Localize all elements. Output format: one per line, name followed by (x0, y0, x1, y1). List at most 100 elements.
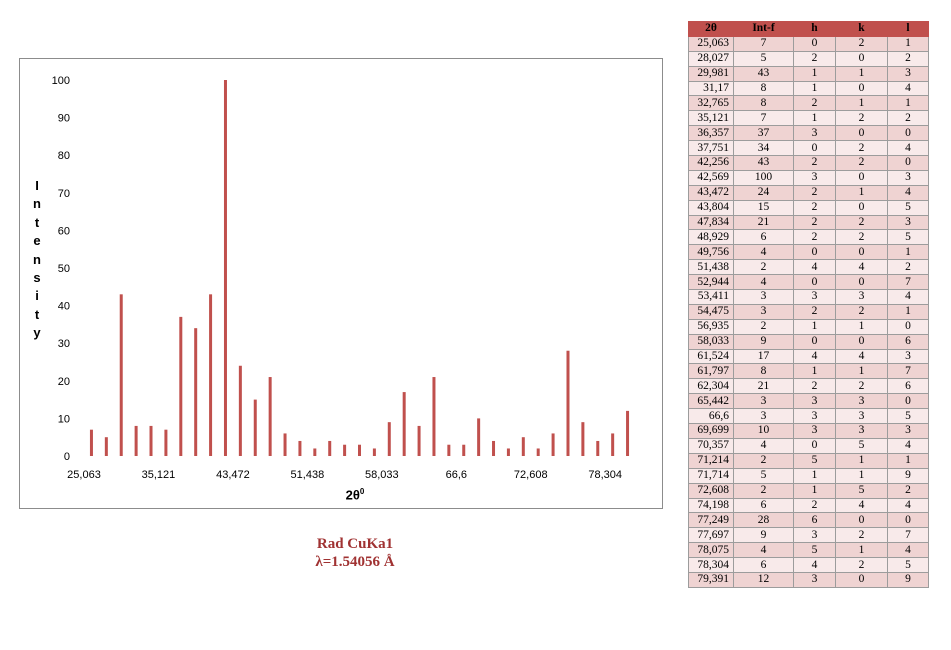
cell-k: 0 (835, 571, 888, 588)
cell-k: 0 (835, 199, 888, 216)
bar-65,442 (447, 444, 451, 456)
table-row: 28,027 5 2 0 2 (688, 50, 929, 67)
bar-78,075 (596, 440, 600, 456)
cell-2theta: 62,304 (688, 378, 734, 395)
cell-k: 2 (835, 527, 888, 544)
cell-h: 3 (793, 169, 836, 186)
cell-2theta: 43,804 (688, 199, 734, 216)
cell-2theta: 54,475 (688, 303, 734, 320)
y-axis-label-letter: t (34, 214, 40, 230)
x-tick-label: 35,121 (142, 469, 176, 481)
header-k: k (835, 21, 888, 37)
cell-l: 0 (887, 318, 929, 335)
cell-2theta: 78,075 (688, 542, 734, 559)
cell-intensity: 6 (733, 497, 794, 514)
cell-intensity: 15 (733, 199, 794, 216)
y-axis-label-letter: I (35, 178, 39, 193)
cell-h: 1 (793, 467, 836, 484)
cell-k: 0 (835, 125, 888, 142)
bar-51,438 (313, 448, 317, 456)
bar-36,357 (179, 316, 183, 456)
x-tick-label: 78,304 (588, 469, 622, 481)
cell-h: 2 (793, 95, 836, 112)
cell-l: 0 (887, 393, 929, 410)
cell-l: 0 (887, 155, 929, 171)
cell-l: 0 (887, 512, 929, 529)
cell-h: 3 (793, 393, 836, 410)
cell-h: 3 (793, 125, 836, 142)
bar-54,475 (358, 444, 361, 456)
cell-k: 0 (835, 244, 888, 261)
cell-h: 1 (793, 363, 836, 380)
cell-l: 7 (887, 274, 929, 291)
y-axis-label-letter: n (33, 196, 41, 212)
cell-2theta: 71,714 (688, 467, 734, 484)
bar-31,17 (134, 425, 138, 456)
cell-2theta: 43,472 (688, 184, 734, 201)
cell-k: 2 (835, 557, 888, 573)
table-row: 51,438 2 4 4 2 (688, 259, 929, 276)
bar-66,6 (462, 444, 466, 456)
cell-k: 2 (835, 140, 888, 157)
table-row: 61,524 17 4 4 3 (688, 348, 929, 365)
cell-intensity: 2 (733, 482, 794, 499)
cell-2theta: 49,756 (688, 244, 734, 261)
y-axis-label-letter: i (35, 288, 39, 304)
table-row: 77,249 28 6 0 0 (688, 512, 929, 529)
cell-l: 0 (887, 125, 929, 142)
cell-k: 1 (835, 95, 888, 112)
cell-l: 4 (887, 497, 929, 514)
cell-h: 3 (793, 423, 836, 439)
table-row: 29,981 43 1 1 3 (688, 65, 929, 82)
cell-intensity: 5 (733, 50, 794, 67)
bar-29,981 (119, 294, 123, 456)
bar-43,472 (238, 365, 242, 456)
cell-k: 0 (835, 333, 888, 350)
cell-h: 0 (793, 35, 836, 52)
bar-71,214 (506, 448, 510, 456)
cell-intensity: 2 (733, 318, 794, 335)
cell-l: 2 (887, 50, 929, 67)
table-row: 61,797 8 1 1 7 (688, 363, 929, 380)
cell-l: 2 (887, 482, 929, 499)
cell-l: 3 (887, 423, 929, 439)
cell-k: 2 (835, 110, 888, 127)
cell-k: 1 (835, 467, 888, 484)
bar-53,411 (343, 444, 347, 456)
cell-k: 1 (835, 184, 888, 201)
cell-2theta: 56,935 (688, 318, 734, 335)
cell-h: 3 (793, 408, 836, 425)
cell-h: 2 (793, 497, 836, 514)
table-row: 25,063 7 0 2 1 (688, 35, 929, 52)
bar-77,249 (566, 350, 570, 456)
cell-k: 1 (835, 452, 888, 469)
cell-intensity: 43 (733, 155, 794, 171)
cell-l: 7 (887, 527, 929, 544)
cell-h: 2 (793, 378, 836, 395)
cell-intensity: 9 (733, 527, 794, 544)
table-row: 78,304 6 4 2 5 (688, 557, 929, 573)
cell-2theta: 78,304 (688, 557, 734, 573)
bar-74,198 (551, 433, 555, 456)
y-tick-label: 90 (58, 113, 70, 125)
cell-2theta: 58,033 (688, 333, 734, 350)
cell-intensity: 6 (733, 229, 794, 246)
bar-52,944 (328, 440, 332, 456)
cell-2theta: 74,198 (688, 497, 734, 514)
cell-intensity: 7 (733, 35, 794, 52)
cell-k: 2 (835, 303, 888, 320)
bar-32,765 (149, 425, 153, 456)
x-tick-label: 51,438 (291, 469, 325, 481)
cell-2theta: 36,357 (688, 125, 734, 142)
cell-intensity: 4 (733, 542, 794, 559)
cell-2theta: 25,063 (688, 35, 734, 52)
cell-l: 3 (887, 169, 929, 186)
bar-71,714 (521, 437, 525, 456)
table-header-row: 2θ Int-f h k l (688, 21, 929, 37)
cell-k: 3 (835, 408, 888, 425)
cell-l: 7 (887, 363, 929, 380)
y-tick-label: 0 (64, 451, 70, 463)
cell-h: 3 (793, 289, 836, 305)
y-axis-label-letter: e (33, 233, 41, 249)
